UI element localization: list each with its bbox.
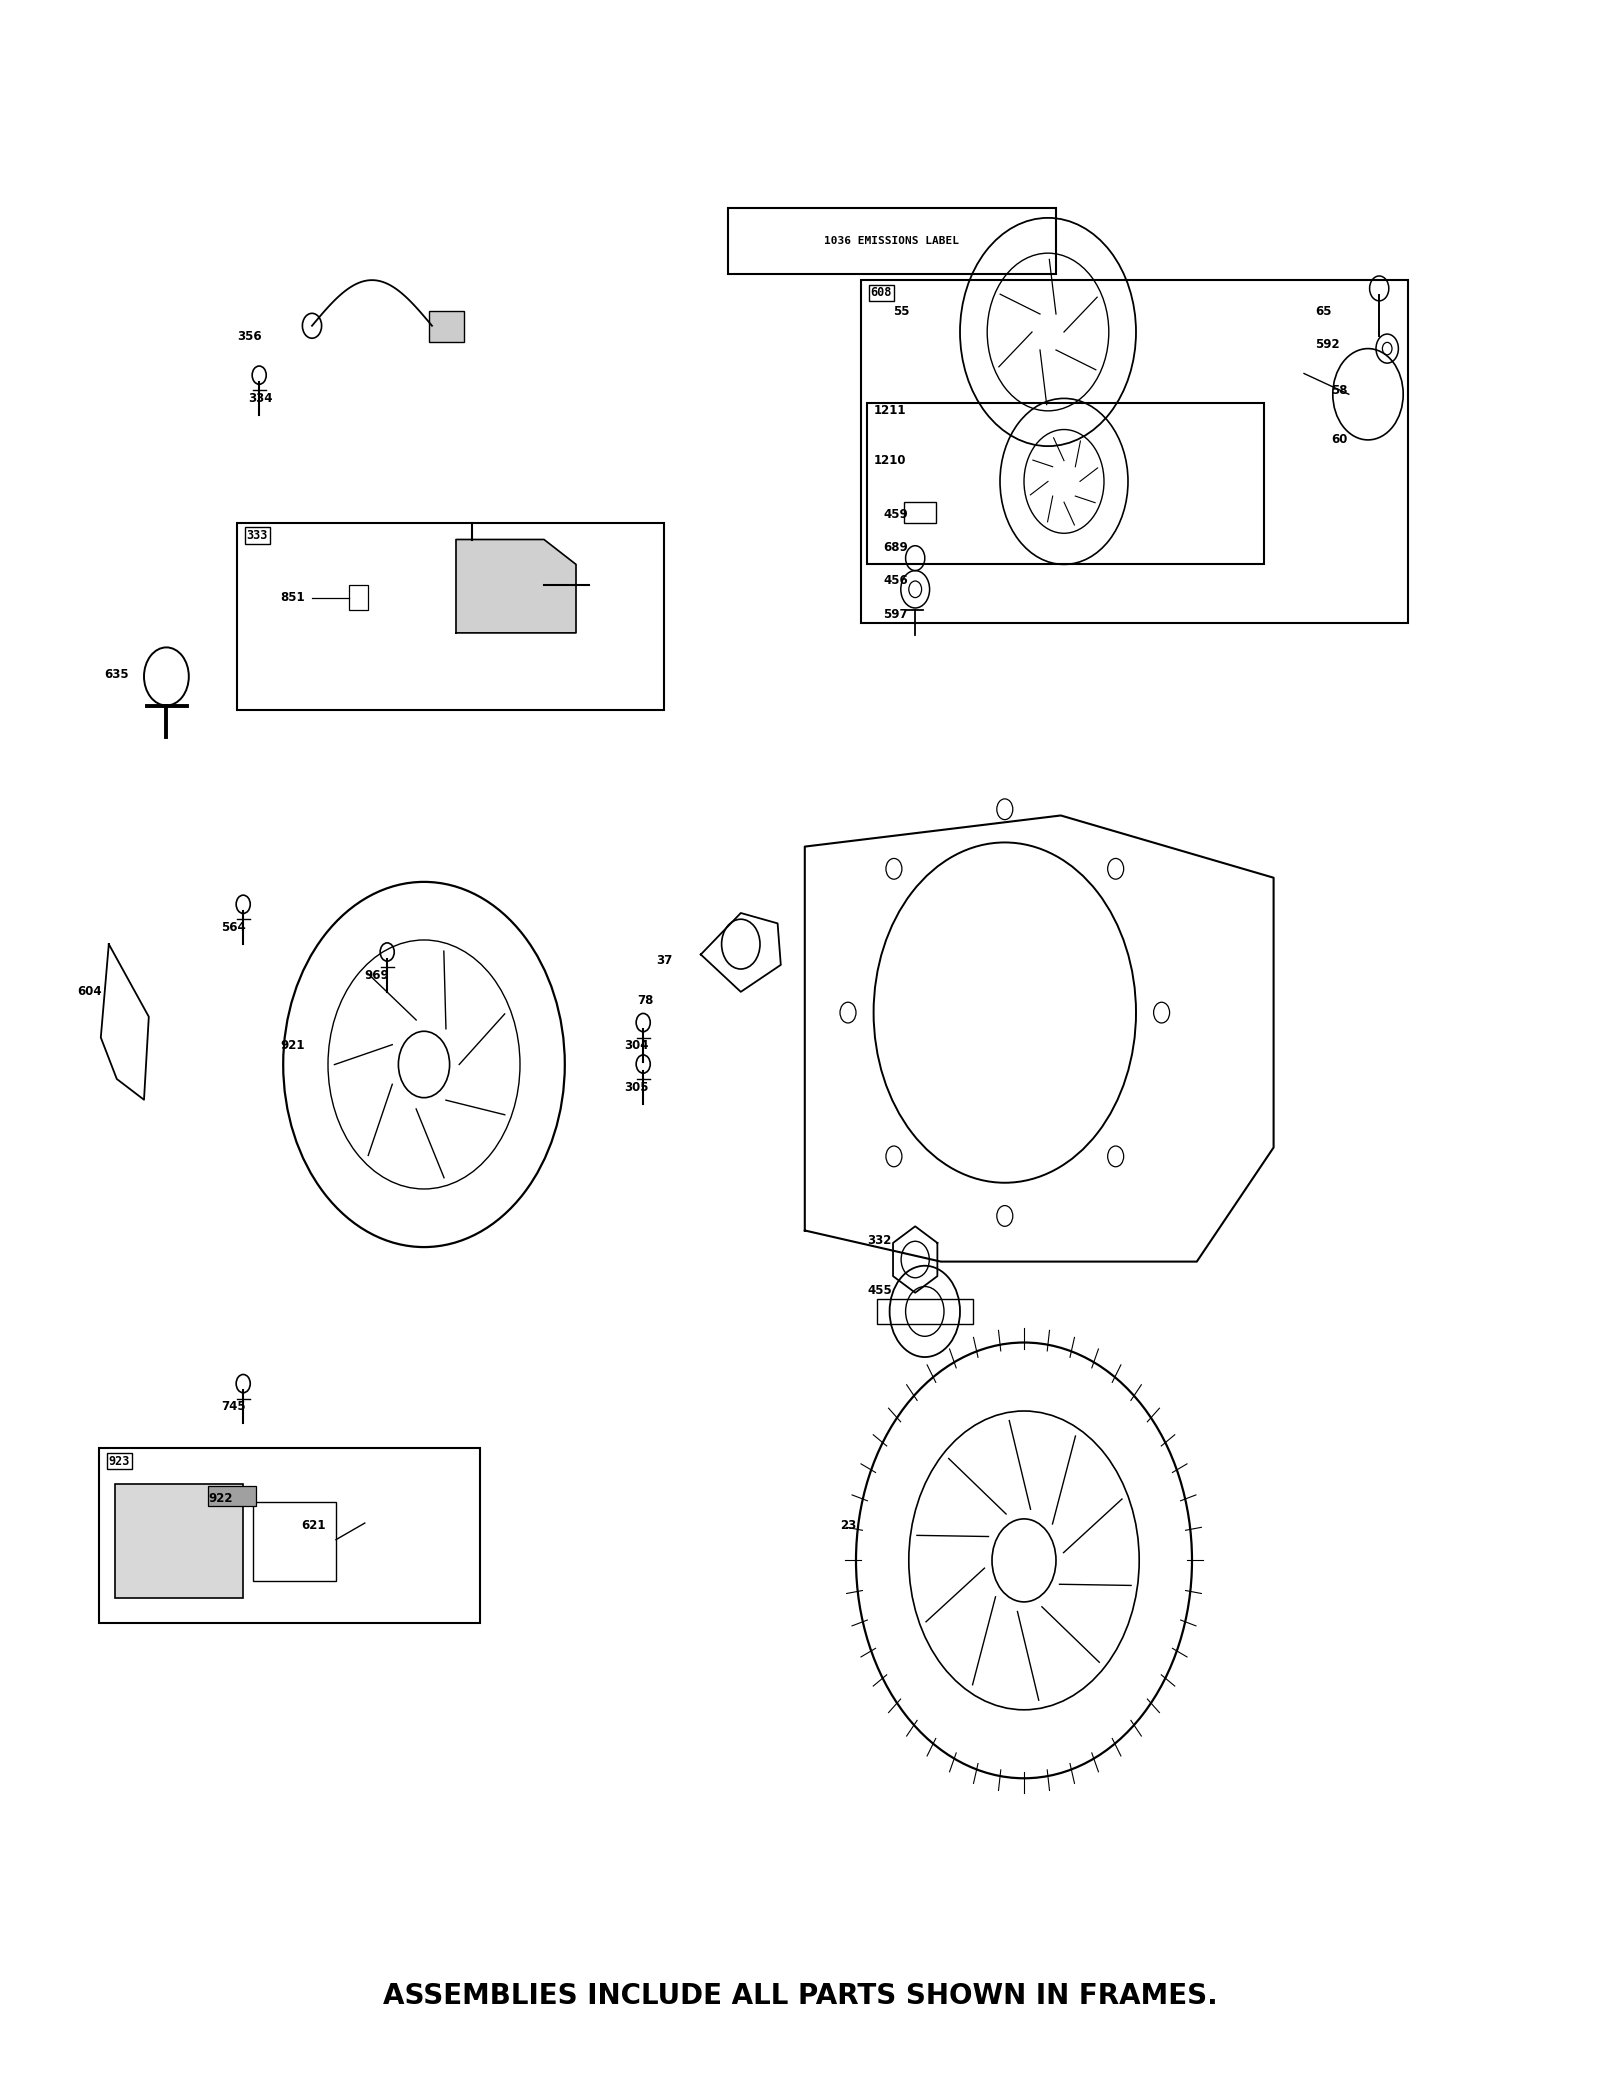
Text: 608: 608 [870,286,891,299]
Text: 1036 EMISSIONS LABEL: 1036 EMISSIONS LABEL [824,237,960,245]
Text: 564: 564 [221,921,245,934]
Text: 1210: 1210 [874,454,906,467]
Text: 745: 745 [221,1401,245,1413]
Text: 37: 37 [656,954,672,967]
Text: 969: 969 [365,969,389,981]
Bar [349,585,368,610]
Bar [877,1299,973,1324]
Text: 1211: 1211 [874,405,906,417]
Text: 58: 58 [1331,384,1347,396]
Bar [237,523,664,710]
Bar [728,208,1056,274]
Text: 922: 922 [208,1492,232,1504]
Text: 635: 635 [104,668,128,681]
Text: 455: 455 [867,1284,891,1297]
Text: 332: 332 [867,1235,891,1247]
Bar [115,1484,243,1598]
Bar [867,403,1264,564]
Bar [429,311,464,342]
Text: 305: 305 [624,1081,648,1094]
Text: 334: 334 [248,392,272,405]
Text: 65: 65 [1315,305,1331,317]
Text: 459: 459 [883,508,907,521]
Text: 689: 689 [883,542,907,554]
Text: 356: 356 [237,330,261,342]
Text: 851: 851 [280,591,304,604]
Text: 333: 333 [246,529,267,542]
Bar [208,1486,256,1506]
Text: 60: 60 [1331,434,1347,446]
Text: ASSEMBLIES INCLUDE ALL PARTS SHOWN IN FRAMES.: ASSEMBLIES INCLUDE ALL PARTS SHOWN IN FR… [382,1982,1218,2011]
Polygon shape [456,540,576,633]
Bar [861,280,1408,622]
Bar [904,502,936,523]
Text: 23: 23 [840,1519,856,1531]
Text: 597: 597 [883,608,907,620]
Text: 621: 621 [301,1519,325,1531]
Text: 78: 78 [637,994,653,1006]
Text: 923: 923 [109,1455,130,1467]
Text: 456: 456 [883,575,907,587]
Text: 304: 304 [624,1040,648,1052]
Bar [99,1448,480,1623]
Text: 55: 55 [893,305,909,317]
Text: 604: 604 [77,986,101,998]
Text: 592: 592 [1315,338,1339,351]
Bar [253,1502,336,1581]
Text: 921: 921 [280,1040,304,1052]
